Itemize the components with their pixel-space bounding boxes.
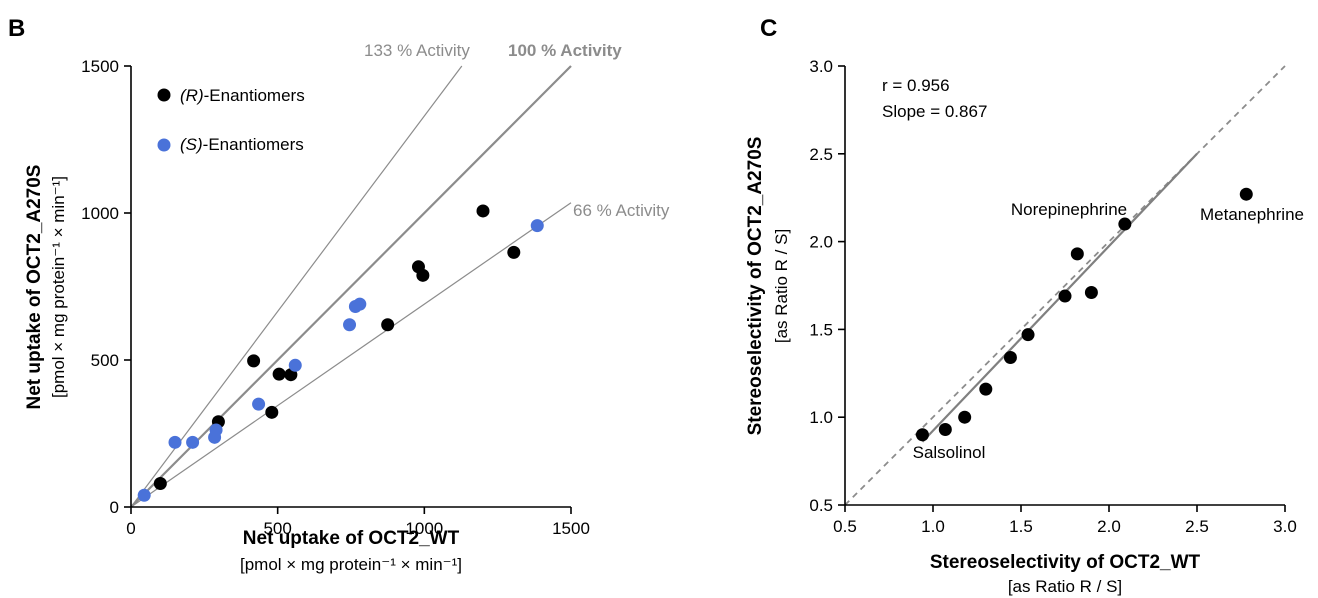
identity-line <box>844 65 1286 506</box>
ref-line-133-label: 133 % Activity <box>364 41 470 60</box>
panel-b-chart: B 0 500 1000 1500 0 500 1000 1500 133 % Activit… <box>8 15 670 574</box>
label-salsolinol: Salsolinol <box>913 443 986 462</box>
panel-c-y-tick-label: 1.0 <box>809 408 833 427</box>
stereoselectivity-point <box>1084 286 1098 300</box>
r-enantiomer-point <box>247 354 261 368</box>
panel-c-x-tick-label: 0.5 <box>833 517 857 536</box>
panel-c-y-title: Stereoselectivity of OCT2_A270S <box>745 137 766 436</box>
stats-r: r = 0.956 <box>882 76 950 95</box>
r-enantiomer-point <box>381 318 395 332</box>
panel-c-y-tick-label: 2.5 <box>809 145 833 164</box>
panel-b-x-unit: [pmol × mg protein⁻¹ × min⁻¹] <box>240 555 462 574</box>
panel-b-ticks: 0 500 1000 1500 0 500 1000 1500 <box>81 57 590 538</box>
panel-b-points <box>137 204 544 502</box>
panel-c-x-tick-label: 2.5 <box>1185 517 1209 536</box>
legend-s-marker <box>157 138 171 152</box>
stereoselectivity-point <box>1239 187 1253 201</box>
stereoselectivity-point <box>1003 350 1017 364</box>
r-enantiomer-point <box>507 245 521 259</box>
s-enantiomer-point <box>530 219 544 233</box>
panel-c-x-tick-label: 2.0 <box>1097 517 1121 536</box>
panel-b-y-tick-label: 0 <box>110 498 119 517</box>
stereoselectivity-point <box>938 422 952 436</box>
panel-b-reference-lines <box>130 65 572 508</box>
panel-b-legend: (R)-Enantiomers (S)-Enantiomers <box>157 86 305 154</box>
panel-c-x-tick-label: 1.5 <box>1009 517 1033 536</box>
s-enantiomer-point <box>137 488 151 502</box>
ref-line-66-label: 66 % Activity <box>573 201 670 220</box>
r-enantiomer-point <box>476 204 490 218</box>
s-enantiomer-point <box>353 297 367 311</box>
ref-line-2 <box>130 202 572 508</box>
panel-c-ticks: 0.5 1.0 1.5 2.0 2.5 3.0 0.5 1.0 1.5 2.0 2.5 3.0 <box>809 57 1296 536</box>
panel-c-x-tick-label: 3.0 <box>1273 517 1297 536</box>
stats-slope: Slope = 0.867 <box>882 102 987 121</box>
panel-c-y-tick-label: 2.0 <box>809 233 833 252</box>
s-enantiomer-point <box>252 397 266 411</box>
s-enantiomer-point <box>209 423 223 437</box>
r-enantiomer-point <box>153 476 167 490</box>
legend-r-label: (R)-Enantiomers <box>180 86 305 105</box>
s-enantiomer-point <box>168 435 182 449</box>
r-enantiomer-point <box>272 367 286 381</box>
panel-b-y-title: Net uptake of OCT2_A270S <box>24 165 45 410</box>
stereoselectivity-point <box>1118 217 1132 231</box>
ref-line-100-label: 100 % Activity <box>508 41 622 60</box>
label-norepinephrine: Norepinephrine <box>1011 200 1127 219</box>
stereoselectivity-point <box>1070 247 1084 261</box>
s-enantiomer-point <box>343 318 357 332</box>
panel-c-x-title: Stereoselectivity of OCT2_WT <box>930 552 1201 573</box>
stereoselectivity-point <box>1021 328 1035 342</box>
panel-c-letter: C <box>760 15 777 42</box>
panel-c-x-tick-label: 1.0 <box>921 517 945 536</box>
panel-c-y-tick-label: 3.0 <box>809 57 833 76</box>
panel-c-x-unit: [as Ratio R / S] <box>1008 577 1122 596</box>
panel-c-y-tick-label: 0.5 <box>809 496 833 515</box>
ref-line-1 <box>130 65 572 508</box>
label-metanephrine: Metanephrine <box>1200 205 1304 224</box>
stereoselectivity-point <box>1058 289 1072 303</box>
r-enantiomer-point <box>416 268 430 282</box>
r-enantiomer-point <box>265 405 279 419</box>
panel-b-x-tick-label: 0 <box>126 519 135 538</box>
panel-b-x-title: Net uptake of OCT2_WT <box>243 528 460 549</box>
panel-b-y-tick-label: 1000 <box>81 204 119 223</box>
panel-b-x-tick-label: 1000 <box>405 519 443 538</box>
panel-b-y-unit: [pmol × mg protein⁻¹ × min⁻¹] <box>49 176 68 398</box>
stereoselectivity-point <box>979 382 993 396</box>
s-enantiomer-point <box>288 358 302 372</box>
ref-line-0 <box>130 65 463 508</box>
stereoselectivity-point <box>915 428 929 442</box>
panel-b-x-tick-label: 500 <box>263 519 291 538</box>
s-enantiomer-point <box>186 435 200 449</box>
stereoselectivity-point <box>958 410 972 424</box>
legend-s-label: (S)-Enantiomers <box>180 135 304 154</box>
panel-b-y-tick-label: 1500 <box>81 57 119 76</box>
panel-c-chart: C 0.5 1.0 1.5 2.0 2.5 3.0 0.5 1.0 1.5 2.0 2.5 3.0 r… <box>745 15 1304 596</box>
legend-r-marker <box>157 88 171 102</box>
panel-c-y-unit: [as Ratio R / S] <box>772 229 791 343</box>
panel-c-lines <box>844 65 1286 506</box>
panel-b-y-tick-label: 500 <box>91 351 119 370</box>
panel-c-y-tick-label: 1.5 <box>809 320 833 339</box>
panel-b-letter: B <box>8 15 25 42</box>
panel-b-x-tick-label: 1500 <box>552 519 590 538</box>
panel-c-points <box>915 187 1253 442</box>
